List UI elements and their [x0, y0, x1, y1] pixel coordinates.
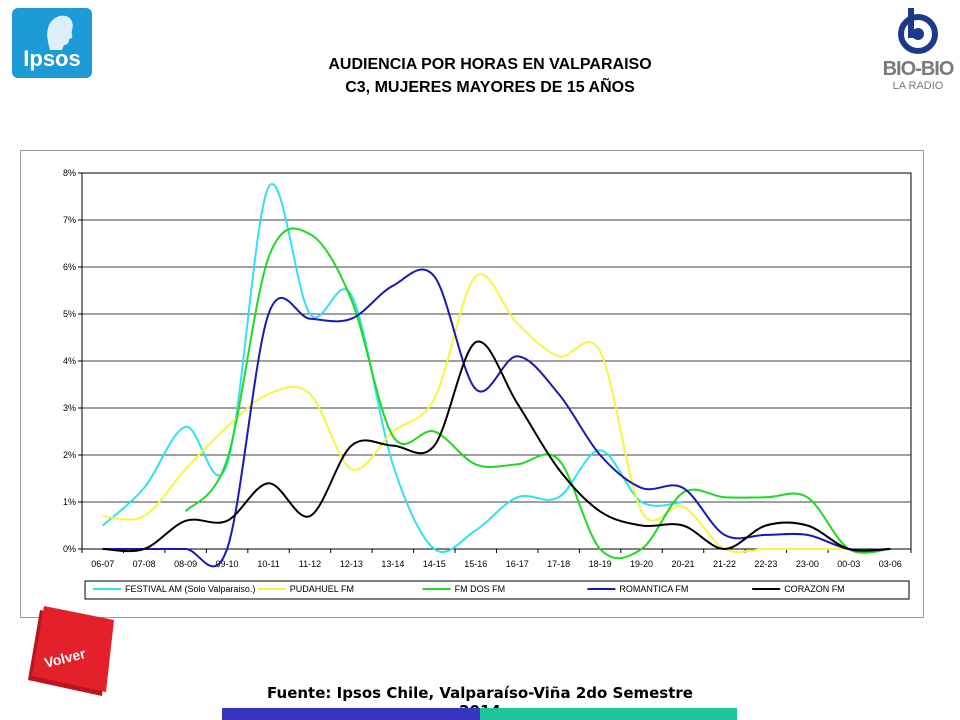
- legend-label: FESTIVAL AM (Solo Valparaiso.): [125, 584, 255, 594]
- series-line: [102, 273, 849, 554]
- x-tick-label: 22-23: [754, 559, 777, 569]
- x-tick-label: 18-19: [589, 559, 612, 569]
- ipsos-logo-text: Ipsos: [23, 46, 81, 71]
- y-tick-label: 1%: [63, 497, 76, 507]
- series-line: [184, 227, 891, 560]
- legend-label: CORAZON FM: [784, 584, 845, 594]
- x-tick-label: 16-17: [506, 559, 529, 569]
- x-tick-label: 20-21: [672, 559, 695, 569]
- bio-bio-icon: [898, 8, 938, 54]
- x-tick-label: 21-22: [713, 559, 736, 569]
- x-tick-label: 13-14: [381, 559, 404, 569]
- footer-bar-blue: [222, 708, 480, 720]
- x-tick-label: 08-09: [174, 559, 197, 569]
- y-tick-label: 8%: [63, 168, 76, 178]
- ipsos-logo: Ipsos: [12, 8, 92, 78]
- x-tick-label: 23-00: [796, 559, 819, 569]
- y-tick-label: 5%: [63, 309, 76, 319]
- y-tick-label: 6%: [63, 262, 76, 272]
- x-tick-label: 07-08: [133, 559, 156, 569]
- y-tick-label: 2%: [63, 450, 76, 460]
- x-tick-label: 10-11: [257, 559, 279, 569]
- volver-shape-icon: [28, 606, 114, 696]
- chart-container: 0% 1% 2% 3% 4% 5% 6% 7% 8% 06-07 07-08 08-09 09-10 10…: [20, 150, 924, 618]
- bio-bio-subtitle: LA RADIO: [892, 80, 944, 92]
- x-tick-label: 00-03: [837, 559, 860, 569]
- x-tick-label: 06-07: [91, 559, 114, 569]
- legend-label: ROMANTICA FM: [619, 584, 688, 594]
- audience-line-chart: 0% 1% 2% 3% 4% 5% 6% 7% 8% 06-07 07-08 08-09 09-10 10…: [63, 168, 912, 600]
- y-tick-label: 3%: [63, 403, 76, 413]
- x-tick-label: 09-10: [216, 559, 239, 569]
- ipsos-head-icon: [47, 15, 73, 50]
- x-tick-label: 03-06: [879, 559, 902, 569]
- volver-button[interactable]: [26, 606, 116, 698]
- footer-bar-teal: [480, 708, 737, 720]
- bio-bio-logo: BIO-BIO LA RADIO: [882, 6, 954, 98]
- x-tick-label: 12-13: [340, 559, 363, 569]
- y-tick-label: 7%: [63, 215, 76, 225]
- x-tick-label: 17-18: [547, 559, 570, 569]
- x-tick-label: 15-16: [464, 559, 487, 569]
- y-tick-label: 0%: [63, 544, 76, 554]
- bio-bio-name: BIO-BIO: [882, 58, 955, 80]
- y-tick-label: 4%: [63, 356, 76, 366]
- chart-title-line-1: AUDIENCIA POR HORAS EN VALPARAISO: [328, 56, 652, 73]
- x-tick-label: 19-20: [630, 559, 653, 569]
- x-tick-label: 14-15: [423, 559, 446, 569]
- chart-title-line-2: C3, MUJERES MAYORES DE 15 AÑOS: [345, 79, 635, 96]
- series-line: [102, 340, 891, 553]
- legend-box: [84, 580, 910, 600]
- x-tick-label: 11-12: [299, 559, 321, 569]
- legend-label: PUDAHUEL FM: [290, 584, 354, 594]
- legend-label: FM DOS FM: [455, 584, 506, 594]
